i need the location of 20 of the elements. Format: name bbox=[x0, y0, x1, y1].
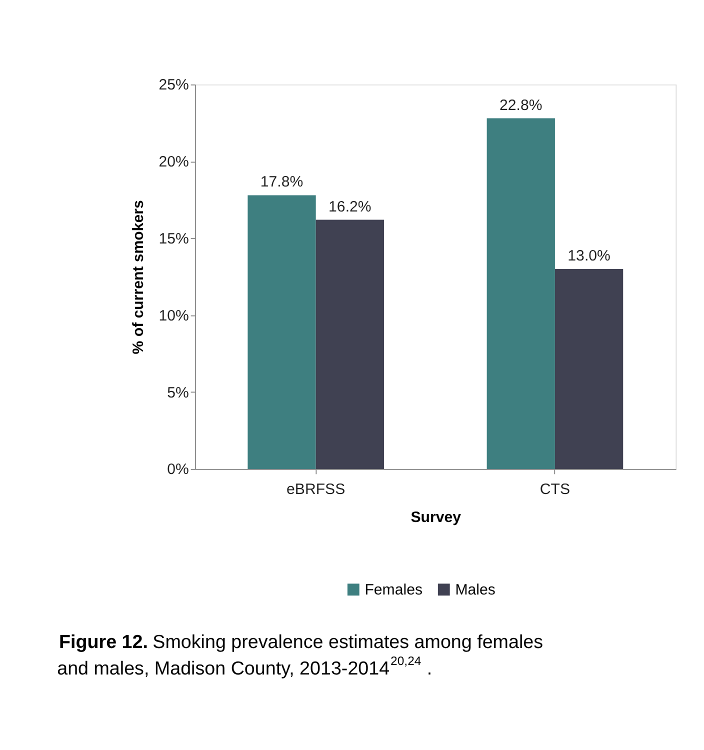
y-tick-label: 25% bbox=[158, 76, 189, 94]
y-tick-label: 20% bbox=[158, 154, 189, 171]
y-tick-label: 5% bbox=[167, 384, 189, 402]
y-tick-label: 10% bbox=[158, 307, 189, 324]
y-tick-label: 15% bbox=[158, 230, 189, 248]
data-label: 16.2% bbox=[328, 198, 372, 216]
y-axis-title: % of current smokers bbox=[130, 200, 147, 354]
legend-label: Females bbox=[364, 581, 422, 598]
y-tick-label: 0% bbox=[167, 461, 189, 478]
data-label: 17.8% bbox=[260, 174, 304, 191]
bar bbox=[316, 220, 384, 469]
x-tick-label: CTS bbox=[540, 480, 570, 498]
legend-label: Males bbox=[455, 581, 496, 598]
data-label: 22.8% bbox=[500, 96, 542, 114]
data-label: 13.0% bbox=[568, 248, 610, 265]
bar bbox=[248, 195, 316, 469]
x-tick-label: eBRFSS bbox=[286, 480, 346, 498]
bar bbox=[486, 118, 555, 469]
bar bbox=[554, 269, 624, 469]
x-axis-title: Survey bbox=[410, 509, 462, 526]
